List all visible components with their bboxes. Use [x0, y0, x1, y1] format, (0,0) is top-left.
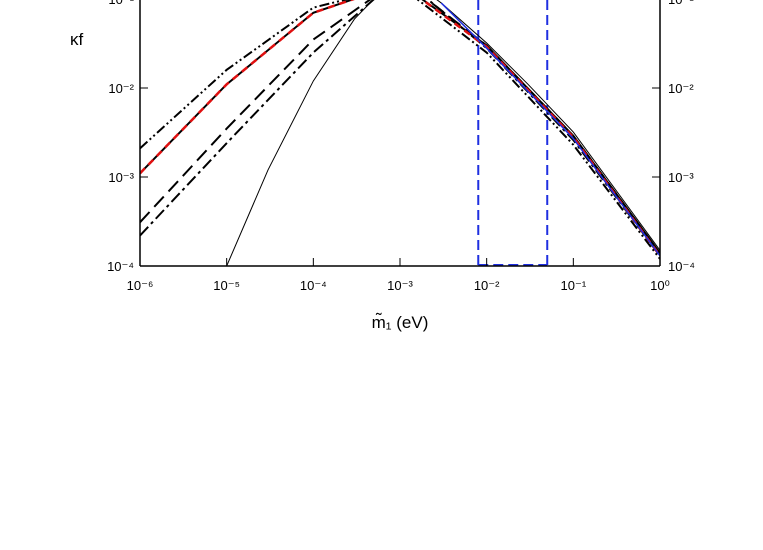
x-tick-label: 10⁻⁶	[127, 278, 154, 293]
data-line	[226, 0, 660, 266]
x-tick-label: 10⁻³	[387, 278, 413, 293]
x-tick-label: 10⁻¹	[561, 278, 587, 293]
x-tick-label: 10⁻²	[474, 278, 500, 293]
data-line	[140, 0, 660, 254]
y-tick-label: 10⁻³	[108, 170, 134, 185]
x-tick-label: 10⁻⁴	[300, 278, 327, 293]
y-tick-label: 10⁻¹	[108, 0, 134, 7]
y-tick-label: 10⁻¹	[668, 0, 694, 7]
x-tick-label: 10⁻⁵	[213, 278, 240, 293]
y-tick-label: 10⁻³	[668, 170, 694, 185]
plot-area	[140, 0, 660, 266]
data-line	[140, 0, 660, 254]
data-line	[140, 0, 660, 257]
y-tick-label: 10⁻²	[668, 81, 694, 96]
y-axis-label: κf	[70, 30, 84, 49]
x-axis-label: m̃₁ (eV)	[372, 312, 429, 332]
x-tick-label: 10⁰	[650, 278, 670, 293]
y-tick-label: 10⁻²	[108, 81, 134, 96]
y-tick-label: 10⁻⁴	[668, 259, 695, 274]
data-line	[440, 2, 660, 257]
data-line	[140, 0, 660, 260]
data-line	[140, 0, 660, 257]
y-tick-label: 10⁻⁴	[107, 259, 134, 274]
